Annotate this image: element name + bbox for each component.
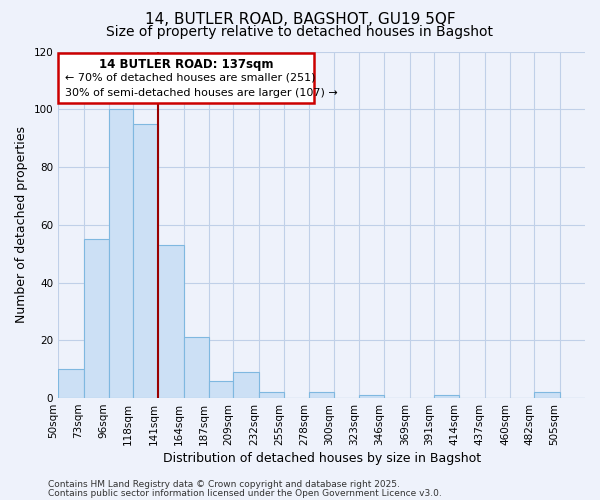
Bar bbox=[434, 395, 460, 398]
X-axis label: Distribution of detached houses by size in Bagshot: Distribution of detached houses by size … bbox=[163, 452, 481, 465]
Text: ← 70% of detached houses are smaller (251): ← 70% of detached houses are smaller (25… bbox=[65, 73, 316, 83]
Text: 30% of semi-detached houses are larger (107) →: 30% of semi-detached houses are larger (… bbox=[65, 88, 338, 98]
Bar bbox=[109, 110, 133, 398]
Bar bbox=[233, 372, 259, 398]
Text: Size of property relative to detached houses in Bagshot: Size of property relative to detached ho… bbox=[107, 25, 493, 39]
FancyBboxPatch shape bbox=[58, 53, 314, 104]
Bar bbox=[209, 380, 233, 398]
Bar bbox=[359, 395, 385, 398]
Bar bbox=[58, 369, 83, 398]
Bar bbox=[184, 338, 209, 398]
Text: Contains HM Land Registry data © Crown copyright and database right 2025.: Contains HM Land Registry data © Crown c… bbox=[48, 480, 400, 489]
Text: Contains public sector information licensed under the Open Government Licence v3: Contains public sector information licen… bbox=[48, 488, 442, 498]
Bar bbox=[133, 124, 158, 398]
Text: 14 BUTLER ROAD: 137sqm: 14 BUTLER ROAD: 137sqm bbox=[98, 58, 273, 70]
Y-axis label: Number of detached properties: Number of detached properties bbox=[15, 126, 28, 324]
Bar bbox=[259, 392, 284, 398]
Bar bbox=[83, 239, 109, 398]
Bar bbox=[310, 392, 334, 398]
Bar bbox=[535, 392, 560, 398]
Text: 14, BUTLER ROAD, BAGSHOT, GU19 5QF: 14, BUTLER ROAD, BAGSHOT, GU19 5QF bbox=[145, 12, 455, 28]
Bar bbox=[158, 245, 184, 398]
